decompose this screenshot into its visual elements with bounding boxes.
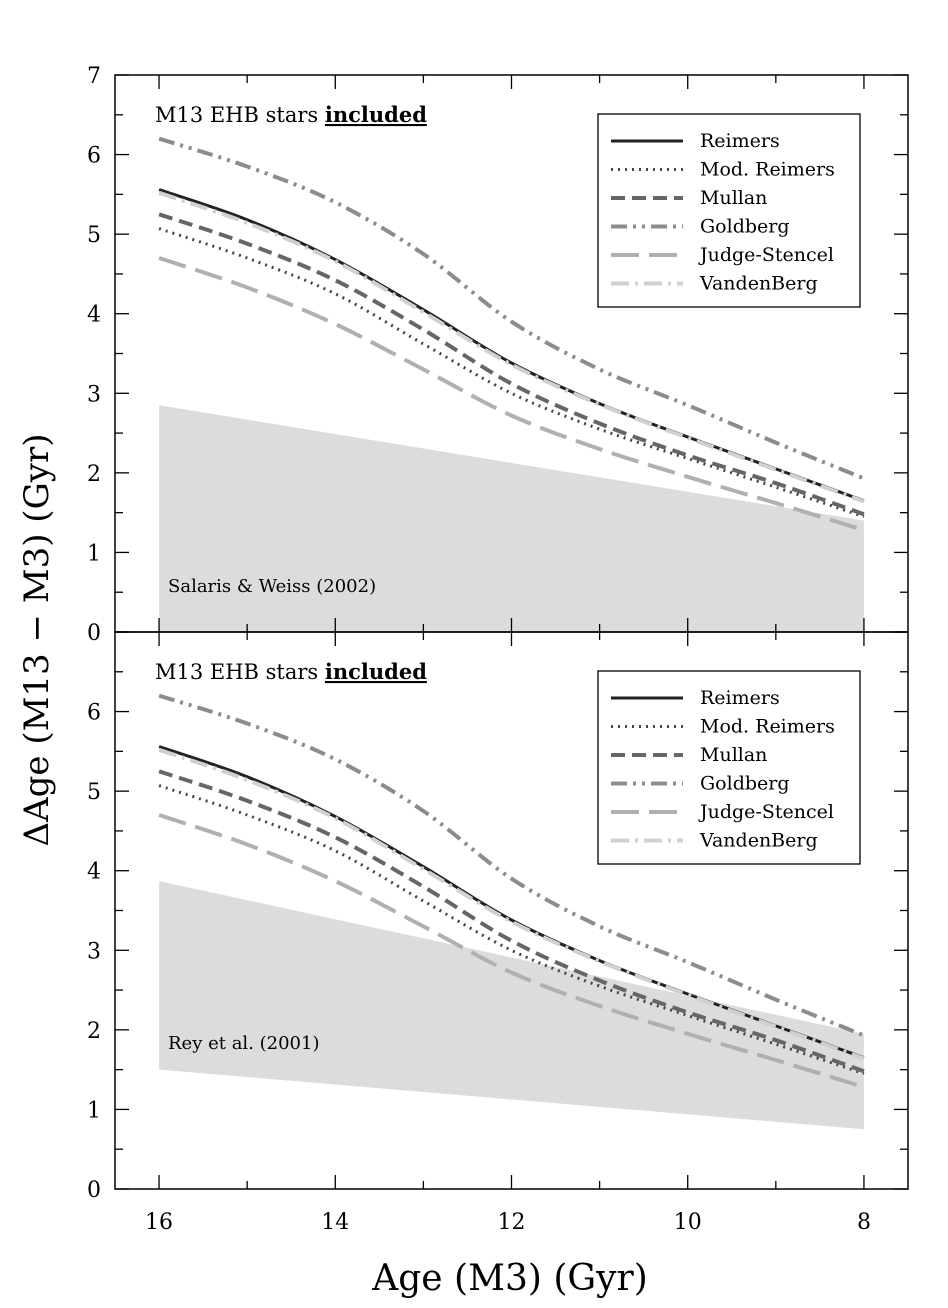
series-line-goldberg xyxy=(158,693,865,1038)
series-line-goldberg xyxy=(158,136,865,481)
legend-label: Goldberg xyxy=(700,773,790,795)
y-tick-label: 2 xyxy=(87,462,101,487)
y-tick-label: 6 xyxy=(87,144,101,169)
legend-box xyxy=(597,670,861,865)
y-tick-label: 2 xyxy=(87,1019,101,1044)
legend: Reimers Mod. Reimers Mullan Goldberg Judge-S… xyxy=(597,670,861,865)
x-tick-label: 12 xyxy=(498,1210,526,1235)
legend-label: VandenBerg xyxy=(699,273,818,295)
panel-title: M13 EHB stars included xyxy=(155,102,427,127)
x-tick-label: 10 xyxy=(674,1210,702,1235)
legend-label: Reimers xyxy=(700,687,780,709)
legend-label: Goldberg xyxy=(700,216,790,238)
y-tick-label: 7 xyxy=(87,64,101,89)
legend-label: Reimers xyxy=(700,130,780,152)
y-tick-label: 4 xyxy=(87,303,101,328)
x-tick-label: 8 xyxy=(857,1210,871,1235)
series-line-judge-stencel xyxy=(158,813,865,1090)
band-label: Salaris & Weiss (2002) xyxy=(168,576,376,597)
legend-label: Mullan xyxy=(700,744,767,766)
y-tick-label: 5 xyxy=(87,223,101,248)
y-tick-label: 3 xyxy=(87,382,101,407)
legend-label: Judge-Stencel xyxy=(698,801,834,823)
shaded-band xyxy=(159,881,864,1130)
legend-label: Mod. Reimers xyxy=(700,159,835,181)
shaded-band xyxy=(159,405,864,632)
y-tick-label: 5 xyxy=(87,780,101,805)
legend-label: Mullan xyxy=(700,187,767,209)
series-line-reimers xyxy=(158,188,865,503)
y-axis-label: ΔAge (M13 − M3) (Gyr) xyxy=(17,434,57,847)
x-tick-label: 16 xyxy=(145,1210,173,1235)
series-line-judge-stencel xyxy=(158,256,865,533)
series-line-vandenberg xyxy=(158,747,865,1061)
panel-title: M13 EHB stars included xyxy=(155,659,427,684)
series-line-reimers xyxy=(158,745,865,1060)
legend: Reimers Mod. Reimers Mullan Goldberg Judge-S… xyxy=(597,113,861,308)
x-tick-label: 14 xyxy=(321,1210,349,1235)
legend-label: Mod. Reimers xyxy=(700,716,835,738)
y-tick-label: 1 xyxy=(87,1098,101,1123)
legend-box xyxy=(597,113,861,308)
y-tick-label: 4 xyxy=(87,860,101,885)
legend-label: VandenBerg xyxy=(699,830,818,852)
series-line-vandenberg xyxy=(158,190,865,504)
y-tick-label: 6 xyxy=(87,701,101,726)
x-axis-label: Age (M3) (Gyr) xyxy=(371,1258,647,1299)
y-tick-label: 0 xyxy=(87,1178,101,1203)
y-tick-label: 1 xyxy=(87,541,101,566)
legend-label: Judge-Stencel xyxy=(698,244,834,266)
y-tick-label: 0 xyxy=(87,621,101,646)
band-label: Rey et al. (2001) xyxy=(168,1033,320,1054)
y-tick-label: 3 xyxy=(87,939,101,964)
top-panel: 0 1 2 3 4 5 6 7 M13 EHB stars included Salaris & … xyxy=(87,64,909,646)
